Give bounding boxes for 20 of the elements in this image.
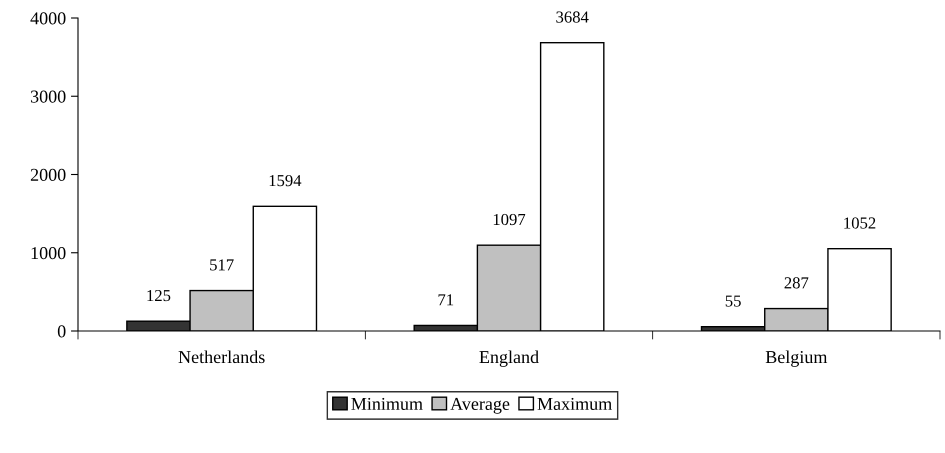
y-tick-label: 3000 bbox=[30, 90, 66, 103]
x-tick-label: Netherlands bbox=[178, 350, 265, 364]
data-label: 3684 bbox=[556, 11, 589, 23]
data-label: 287 bbox=[784, 277, 808, 288]
data-label: 55 bbox=[726, 296, 741, 307]
x-tick-label: England bbox=[479, 350, 539, 367]
data-label: 1594 bbox=[270, 175, 302, 186]
y-tick-label: 1000 bbox=[32, 247, 66, 260]
data-label: 71 bbox=[438, 294, 454, 306]
data-label: 1052 bbox=[844, 217, 876, 229]
legend-label: Average bbox=[450, 398, 510, 414]
legend-label: Maximum bbox=[538, 398, 612, 410]
y-tick-label: 2000 bbox=[30, 168, 66, 181]
y-tick-label: 0 bbox=[58, 325, 66, 338]
legend-label: Minimum bbox=[351, 398, 423, 410]
y-tick-label: 4000 bbox=[30, 12, 66, 24]
data-label: 517 bbox=[210, 259, 234, 270]
data-label: 125 bbox=[147, 290, 170, 302]
data-label: 1097 bbox=[494, 214, 526, 226]
x-tick-label: Belgium bbox=[766, 350, 828, 367]
